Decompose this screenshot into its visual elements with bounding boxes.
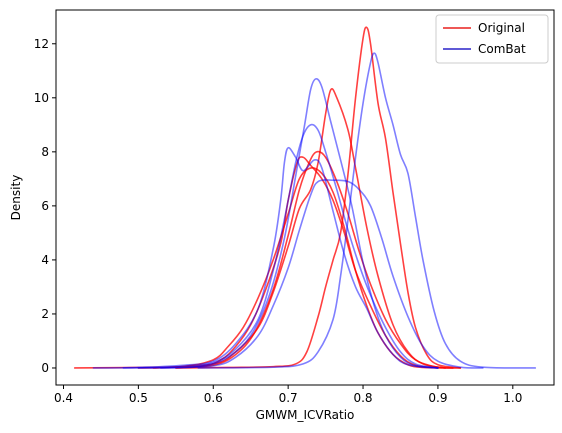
series-line-combat-8: [160, 179, 484, 369]
x-axis: 0.4 0.5 0.6 0.7 0.8 0.9 1.0: [54, 385, 522, 405]
y-tick-label: 12: [34, 37, 49, 51]
axes-frame: [55, 9, 555, 386]
x-tick-label: 1.0: [503, 391, 522, 405]
legend-label-original: Original: [478, 21, 525, 35]
series-line-combat-5: [92, 146, 439, 369]
x-tick-label: 0.7: [279, 391, 298, 405]
legend-label-combat: ComBat: [478, 42, 526, 56]
y-tick-label: 6: [41, 199, 49, 213]
x-tick-label: 0.6: [204, 391, 223, 405]
x-tick-label: 0.8: [353, 391, 372, 405]
x-tick-label: 0.9: [428, 391, 447, 405]
series-line-original-3: [175, 150, 462, 369]
series-line-original-4: [175, 26, 462, 369]
series-line-combat-7: [137, 78, 439, 369]
y-tick-label: 8: [41, 145, 49, 159]
y-axis: 0 2 4 6 8 10 12: [34, 37, 56, 375]
legend-box: [435, 14, 549, 64]
series-line-combat-6: [122, 123, 439, 369]
legend: Original ComBat: [435, 14, 549, 64]
x-tick-label: 0.5: [129, 391, 148, 405]
series-line-original-2: [152, 88, 447, 369]
y-tick-label: 2: [41, 307, 49, 321]
y-tick-label: 4: [41, 253, 49, 267]
series-layer: [73, 26, 537, 369]
y-tick-label: 10: [34, 91, 49, 105]
y-tick-label: 0: [41, 361, 49, 375]
series-line-combat-9: [197, 52, 537, 369]
x-axis-label: GMWM_ICVRatio: [256, 408, 355, 422]
x-tick-label: 0.4: [54, 391, 73, 405]
y-axis-label: Density: [9, 175, 23, 221]
